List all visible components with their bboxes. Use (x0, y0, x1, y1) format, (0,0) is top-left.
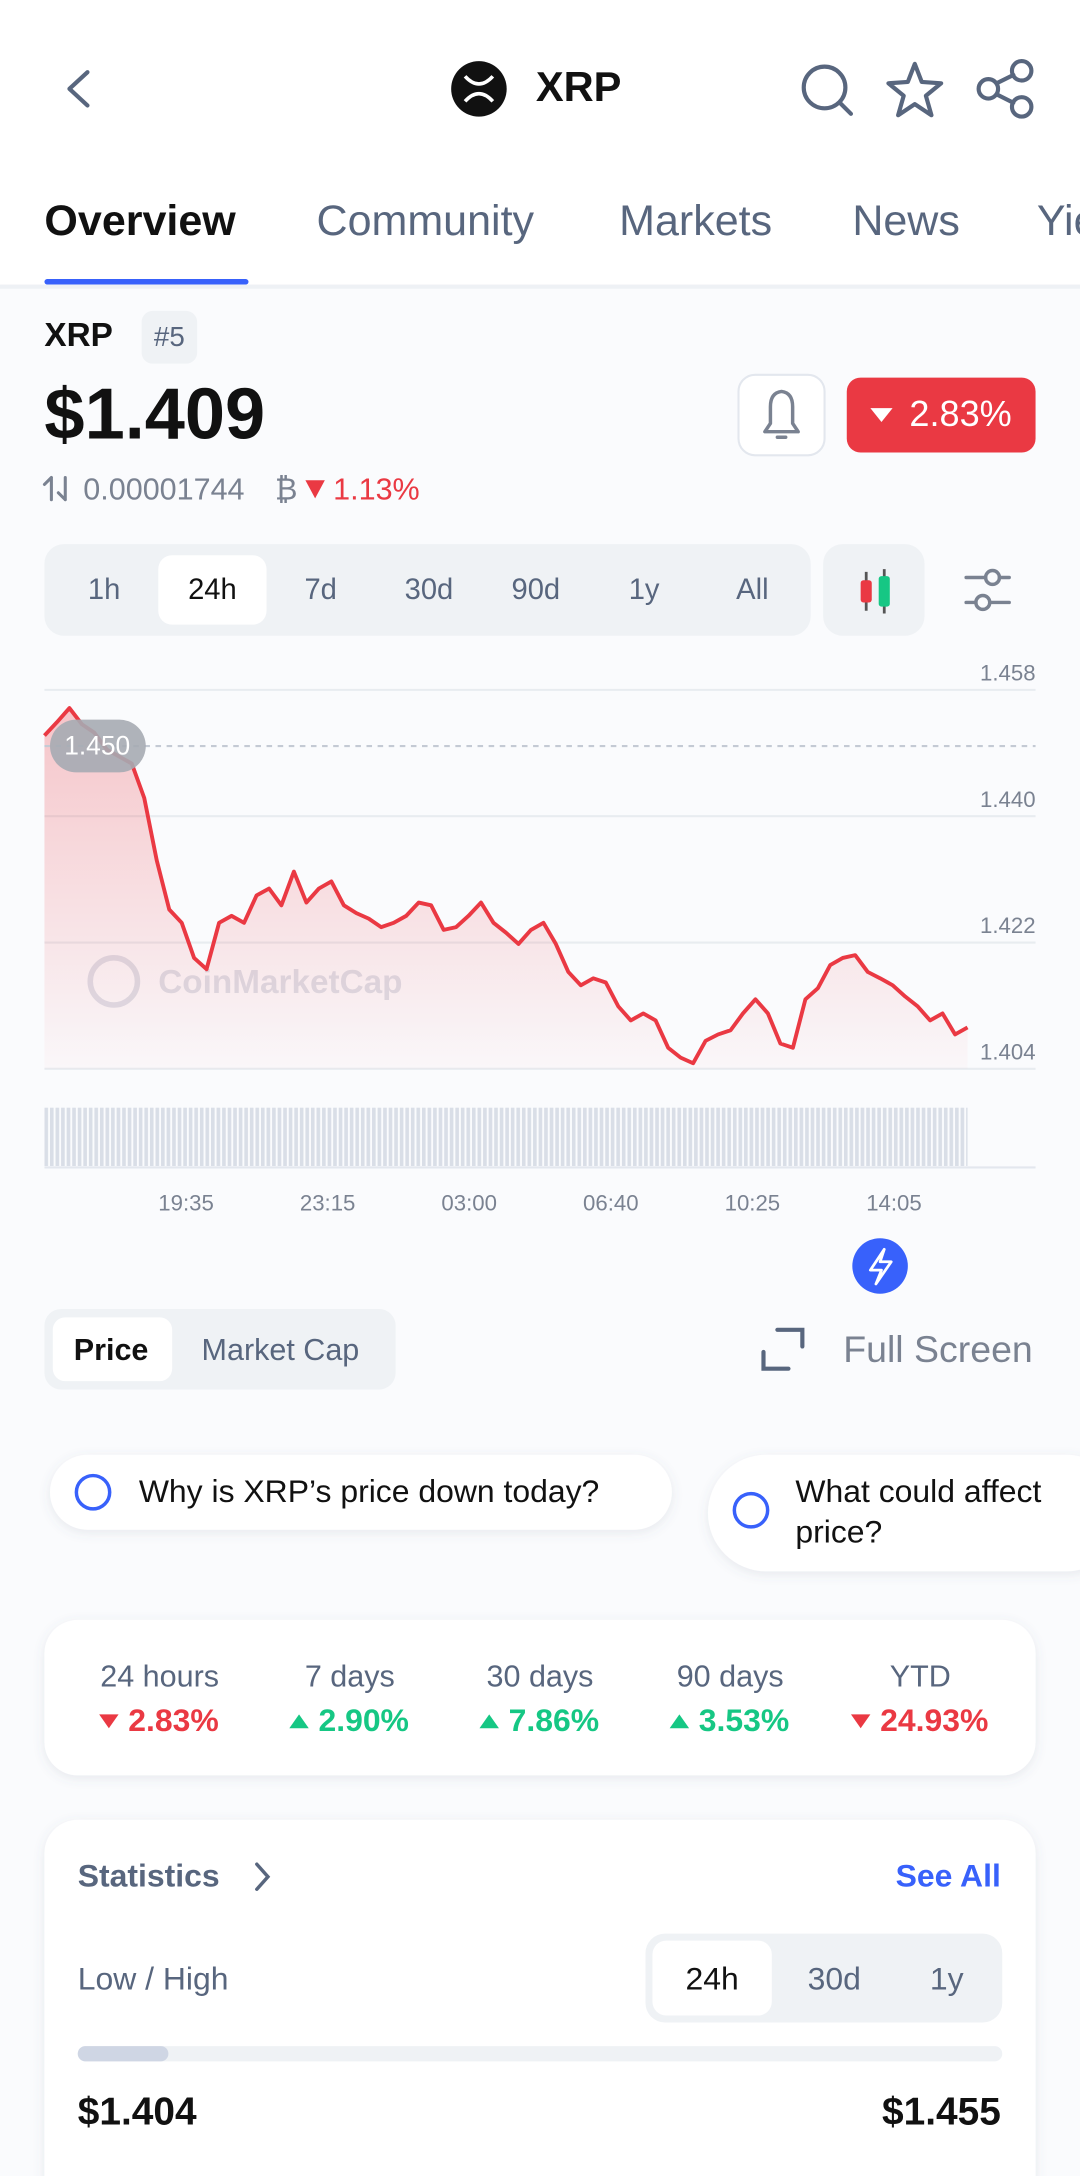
up-arrow (669, 1714, 690, 1729)
full-screen[interactable]: Full Screen (843, 1328, 1033, 1370)
range-option[interactable]: 1y (629, 574, 660, 606)
chevron (255, 1862, 271, 1891)
back-button[interactable] (67, 70, 90, 108)
candle-button[interactable] (823, 544, 925, 636)
tab[interactable]: Overview (44, 197, 236, 245)
reference-label: 1.450 (64, 730, 130, 760)
stats-range-active (652, 1940, 772, 2016)
full-screen-icon (761, 1327, 805, 1371)
period-label: 7 days (305, 1659, 395, 1693)
tab[interactable]: Markets (619, 197, 772, 245)
stats-range-option[interactable]: 24h (686, 1960, 739, 1996)
x-tick-label: 10:25 (725, 1191, 781, 1216)
tab[interactable]: News (852, 197, 960, 245)
down-arrow (99, 1714, 119, 1729)
header-title: XRP (536, 63, 622, 110)
toggle-price[interactable]: Price (74, 1333, 149, 1367)
change-pill (846, 377, 1036, 453)
alert-button[interactable] (737, 373, 826, 457)
btc-change: 1.13% (333, 472, 420, 506)
change-24h: 2.83% (909, 393, 1011, 434)
stats-range-option[interactable]: 1y (930, 1960, 964, 1996)
range-track (77, 2046, 1003, 2062)
coin-symbol: XRP (44, 317, 112, 354)
btc-symbol: ₿ (275, 472, 298, 506)
coin-logo (451, 61, 507, 117)
swap-icon (42, 475, 67, 502)
range-option[interactable]: 24h (188, 574, 237, 606)
y-tick-label: 1.422 (980, 913, 1036, 938)
down-arrow (305, 480, 325, 499)
range-option[interactable]: 7d (304, 574, 336, 606)
toggle-market-cap[interactable]: Market Cap (202, 1333, 360, 1367)
ai-prompt-chip[interactable]: Why is XRP’s price down today? (49, 1454, 672, 1530)
up-arrow (479, 1714, 499, 1729)
x-tick-label: 14:05 (866, 1191, 922, 1216)
x-tick-label: 19:35 (158, 1191, 214, 1216)
y-tick-label: 1.440 (980, 787, 1036, 812)
reference-pill (49, 719, 146, 773)
x-tick-label: 23:15 (300, 1191, 356, 1216)
up-arrow (289, 1714, 309, 1729)
toggle-active (52, 1317, 173, 1382)
tab[interactable]: Yield (1037, 197, 1080, 245)
statistics-card (44, 1819, 1036, 2176)
low-price: $1.404 (78, 2090, 197, 2133)
period-change: 24.93% (880, 1702, 988, 1738)
range-option[interactable]: 90d (512, 574, 561, 606)
statistics-title[interactable]: Statistics (78, 1858, 220, 1894)
period-change: 7.86% (509, 1702, 599, 1738)
down-arrow (850, 1714, 871, 1729)
tab-separator (0, 284, 1080, 289)
price: $1.409 (44, 374, 265, 454)
performance-card (44, 1619, 1036, 1776)
tab[interactable]: Community (317, 197, 535, 245)
price-area (44, 708, 968, 1069)
stats-range-option[interactable]: 30d (808, 1960, 861, 1996)
range-option[interactable]: 1h (88, 574, 120, 606)
ai-prompt-chip[interactable]: What could affect price? (707, 1454, 1080, 1572)
see-all[interactable]: See All (896, 1858, 1001, 1894)
period-change: 3.53% (699, 1702, 789, 1738)
volume-bars (44, 1107, 968, 1167)
rank: #5 (154, 321, 185, 352)
high-price: $1.455 (882, 2090, 1001, 2133)
header-bg (0, 0, 1080, 285)
down-arrow (870, 408, 893, 422)
tab-underline (44, 279, 249, 285)
ai-prompt: What could affect (795, 1473, 1041, 1509)
period-label: 90 days (677, 1659, 784, 1693)
range-option[interactable]: All (736, 574, 768, 606)
y-tick-label: 1.404 (980, 1039, 1036, 1064)
low-high-label: Low / High (78, 1960, 229, 1996)
x-tick-label: 03:00 (441, 1191, 497, 1216)
period-change: 2.90% (318, 1702, 408, 1738)
price-line (43, 706, 969, 1066)
range-fill (77, 2046, 169, 2062)
period-label: 24 hours (100, 1659, 219, 1693)
ai-prompt: Why is XRP’s price down today? (139, 1473, 599, 1509)
range-active (158, 555, 267, 625)
settings-button[interactable] (964, 568, 1011, 612)
share-button[interactable] (976, 58, 1034, 119)
search-button[interactable] (801, 64, 854, 116)
period-change: 2.83% (128, 1702, 218, 1738)
range-option[interactable]: 30d (405, 574, 454, 606)
ai-prompt: price? (795, 1513, 882, 1549)
rank-badge (141, 310, 198, 364)
period-label: 30 days (487, 1659, 594, 1693)
btc-price: 0.00001744 (83, 472, 244, 506)
y-tick-label: 1.458 (980, 660, 1036, 685)
lightning-button[interactable] (852, 1238, 908, 1294)
x-tick-label: 06:40 (583, 1191, 639, 1216)
watchlist-button[interactable] (886, 61, 944, 118)
period-label: YTD (890, 1659, 951, 1693)
